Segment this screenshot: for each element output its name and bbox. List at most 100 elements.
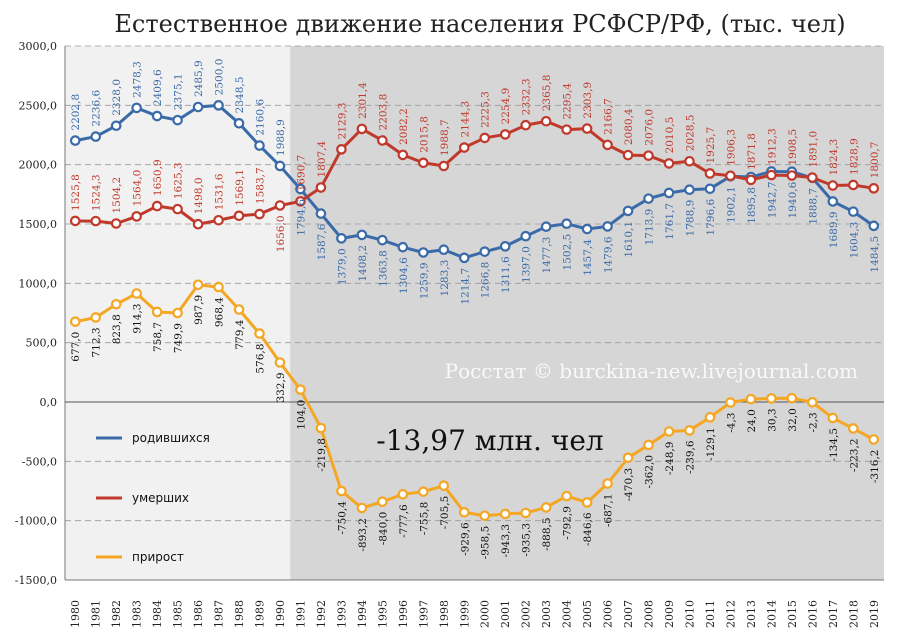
data-label: 823,8 — [111, 314, 123, 344]
data-point — [807, 396, 818, 408]
data-label: 2301,4 — [357, 82, 369, 119]
data-point — [581, 497, 593, 508]
data-point — [356, 229, 368, 241]
data-label: -929,6 — [459, 522, 471, 556]
data-label: 2010,5 — [664, 117, 676, 154]
data-label: 1788,9 — [684, 200, 696, 237]
data-label: 677,0 — [70, 332, 82, 362]
data-point — [602, 221, 613, 232]
data-point — [868, 434, 880, 445]
data-label: 1587,6 — [316, 223, 328, 260]
data-point — [561, 124, 572, 135]
data-label: 2295,4 — [562, 83, 574, 120]
data-point — [581, 123, 593, 134]
data-point — [499, 241, 511, 252]
x-tick-label: 2004 — [561, 600, 574, 628]
data-point — [684, 155, 695, 167]
x-tick-label: 2018 — [847, 600, 860, 628]
data-label: 1583,7 — [255, 167, 267, 204]
x-tick-label: 2016 — [806, 600, 819, 628]
data-label: 1502,5 — [562, 234, 574, 271]
data-point — [520, 230, 531, 242]
data-point — [725, 170, 736, 182]
data-label: -792,9 — [562, 506, 574, 540]
data-point — [479, 246, 491, 257]
data-label: 1564,0 — [132, 170, 144, 207]
data-point — [561, 218, 572, 230]
data-point — [172, 114, 183, 126]
x-tick-label: 2015 — [786, 600, 799, 628]
data-point — [827, 412, 839, 424]
data-point — [766, 393, 777, 404]
data-label: 1479,6 — [603, 236, 615, 273]
data-point — [418, 157, 429, 169]
data-label: -134,5 — [828, 428, 840, 462]
data-label: 1569,1 — [234, 169, 246, 206]
data-label: 1871,8 — [746, 133, 758, 170]
data-point — [786, 392, 798, 404]
x-tick-label: 2000 — [479, 600, 492, 628]
data-point — [131, 211, 142, 222]
x-tick-label: 1987 — [213, 600, 226, 628]
data-label: 2202,8 — [70, 94, 82, 131]
data-label: 2375,1 — [173, 73, 185, 110]
data-point — [233, 210, 245, 222]
data-point — [315, 182, 327, 193]
data-point — [786, 170, 798, 181]
data-label: -888,5 — [541, 517, 553, 551]
legend-label-0: родившихся — [132, 431, 210, 445]
data-label: 1794,6 — [295, 199, 307, 236]
x-tick-label: 1998 — [438, 600, 451, 628]
x-tick-label: 2007 — [622, 600, 635, 628]
data-point — [254, 328, 265, 339]
x-tick-label: 2005 — [581, 600, 594, 628]
data-point — [458, 252, 470, 264]
data-label: 2160,6 — [255, 99, 267, 136]
data-point — [643, 439, 654, 451]
data-label: 2080,4 — [623, 108, 635, 145]
data-point — [663, 158, 675, 169]
data-point — [377, 496, 388, 507]
data-label: -755,8 — [418, 502, 430, 536]
data-label: -943,3 — [500, 524, 512, 558]
data-label: 2254,9 — [500, 88, 512, 125]
data-point — [397, 241, 409, 253]
x-tick-label: 2019 — [868, 600, 881, 628]
y-tick-label: 1500,0 — [19, 218, 58, 231]
data-label: -4,3 — [725, 413, 737, 433]
data-point — [397, 149, 409, 161]
data-point — [766, 169, 777, 181]
data-label: 2076,0 — [644, 109, 656, 146]
data-label: 1477,3 — [541, 237, 553, 274]
data-label: 1925,7 — [705, 127, 717, 164]
x-tick-label: 1980 — [69, 600, 82, 628]
data-label: 712,3 — [91, 327, 103, 357]
data-label: 1379,0 — [336, 248, 348, 285]
data-point — [192, 279, 204, 291]
data-point — [254, 140, 265, 151]
x-tick-label: 2014 — [765, 600, 778, 628]
data-label: 2028,5 — [684, 115, 696, 152]
data-label: -958,5 — [480, 526, 492, 560]
y-tick-label: 2000,0 — [19, 159, 58, 172]
data-point — [458, 507, 470, 518]
series-line — [74, 283, 875, 518]
data-label: 1457,4 — [582, 239, 594, 276]
data-label: -777,6 — [398, 504, 410, 538]
data-label: 30,3 — [766, 408, 778, 431]
x-tick-label: 1993 — [335, 600, 348, 628]
data-point — [254, 208, 265, 220]
data-label: 1761,7 — [664, 203, 676, 240]
data-label: -893,2 — [357, 518, 369, 552]
x-tick-label: 1985 — [172, 600, 185, 628]
data-point — [418, 486, 429, 497]
data-label: 1214,7 — [459, 268, 471, 305]
data-point — [479, 132, 491, 144]
data-point — [377, 135, 388, 146]
data-label: 1397,0 — [521, 246, 533, 283]
x-tick-label: 1999 — [458, 600, 471, 628]
data-label: 2166,7 — [603, 98, 615, 135]
data-label: 104,0 — [295, 400, 307, 430]
x-tick-label: 2009 — [663, 600, 676, 628]
chart-title: Естественное движение населения РСФСР/РФ… — [114, 10, 845, 38]
